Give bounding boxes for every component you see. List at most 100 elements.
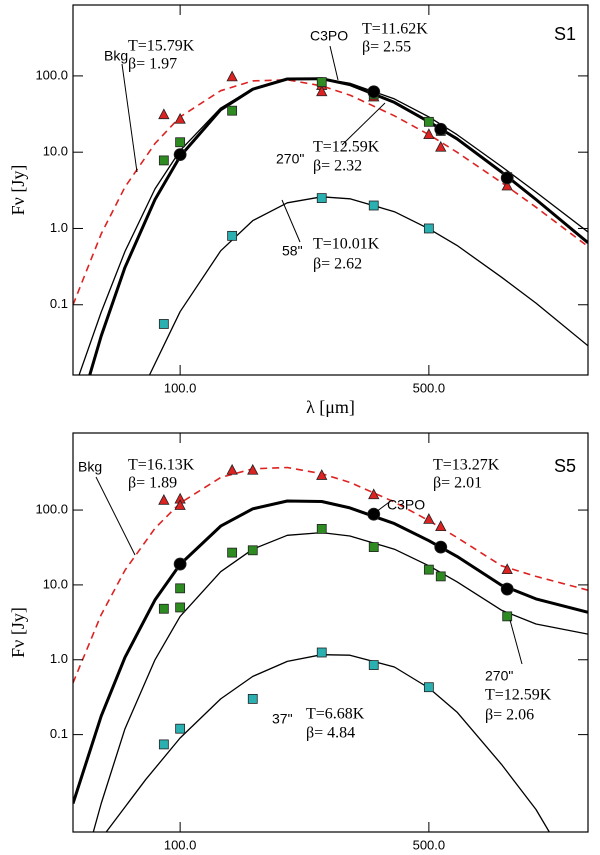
annotation: S5 (554, 456, 576, 476)
sed-curve (73, 499, 588, 804)
y-tick-label: 1.0 (50, 220, 68, 235)
y-tick-label: 100.0 (35, 501, 68, 516)
flux-point (423, 223, 434, 234)
y-tick-label: 10.0 (43, 576, 68, 591)
flux-point (174, 112, 186, 124)
annotation: β= 4.84 (306, 725, 355, 742)
x-axis-label: λ [μm] (306, 397, 355, 417)
flux-point (500, 171, 514, 185)
flux-point (158, 155, 169, 166)
frame (72, 432, 589, 833)
annotation: β= 2.62 (313, 256, 362, 273)
flux-point (247, 693, 258, 704)
leader-line (121, 63, 138, 173)
leader-line (341, 102, 386, 146)
plot-area (73, 70, 588, 375)
flux-point (227, 547, 238, 558)
annotation: β= 2.06 (485, 707, 534, 724)
flux-point (368, 488, 380, 500)
flux-point (247, 545, 258, 556)
flux-point (158, 108, 170, 120)
flux-point (434, 540, 448, 554)
flux-point (435, 520, 447, 532)
flux-point (502, 611, 513, 622)
sed-curve (78, 78, 588, 375)
annotation: β= 2.01 (433, 475, 482, 492)
leader-line (281, 199, 301, 243)
y-tick-label: 100.0 (35, 67, 68, 82)
flux-point (423, 513, 435, 524)
leader-line (375, 499, 393, 513)
flux-point (423, 682, 434, 693)
annotation: T=15.79K (128, 38, 195, 55)
flux-point (368, 660, 379, 670)
flux-point (227, 230, 238, 241)
annotation: T=11.62K (362, 21, 428, 38)
sed-curve (92, 531, 588, 832)
flux-point (226, 70, 238, 82)
y-tick-label: 0.1 (50, 726, 68, 741)
annotation: T=12.59K (485, 687, 552, 704)
flux-point (501, 563, 513, 575)
annotation: T=13.27K (433, 457, 500, 474)
annotation: 58" (282, 243, 303, 259)
flux-point (174, 499, 186, 510)
flux-point (227, 105, 238, 116)
flux-point (158, 493, 170, 505)
flux-point (175, 602, 186, 613)
flux-point (423, 564, 434, 575)
flux-point (316, 524, 327, 534)
flux-point (158, 739, 169, 750)
sed-curve (88, 77, 588, 375)
annotation: 270" (485, 668, 513, 684)
flux-point (501, 179, 513, 191)
flux-point (158, 603, 169, 614)
y-tick-label: 1.0 (50, 651, 68, 666)
flux-point (175, 723, 186, 734)
x-tick-label: 500.0 (413, 837, 446, 852)
flux-point (435, 140, 447, 152)
annotation: 270" (276, 151, 304, 167)
flux-point (158, 319, 169, 329)
flux-point (368, 200, 379, 211)
flux-point (368, 542, 379, 552)
flux-point (423, 128, 435, 140)
flux-point (226, 463, 238, 475)
flux-point (173, 557, 187, 571)
x-tick-label: 100.0 (164, 380, 197, 395)
annotation: T=10.01K (313, 236, 380, 253)
annotation: 37" (272, 711, 293, 727)
flux-point (423, 116, 434, 127)
annotation: β= 1.89 (128, 475, 177, 492)
flux-point (316, 647, 327, 658)
flux-point (175, 583, 186, 594)
leader-line (95, 476, 136, 556)
annotation: β= 1.97 (128, 56, 177, 73)
sed-curve (73, 79, 588, 306)
flux-point (316, 85, 328, 97)
annotation: β= 2.32 (313, 158, 362, 175)
sed-curve (73, 466, 588, 684)
flux-point (316, 193, 327, 204)
annotation: Bkg (104, 48, 128, 64)
plot-area (73, 463, 588, 832)
leader-line (509, 619, 523, 665)
annotation: C3PO (387, 497, 425, 513)
annotation: C3PO (310, 28, 348, 44)
y-tick-label: 10.0 (43, 144, 68, 159)
flux-point (316, 77, 327, 87)
flux-point (434, 122, 448, 136)
flux-point (367, 85, 381, 99)
flux-point (435, 571, 446, 582)
flux-point (175, 137, 186, 148)
y-axis-label: Fν [Jy] (8, 165, 28, 216)
flux-point (173, 148, 187, 161)
flux-point (247, 463, 259, 475)
annotation: T=6.68K (306, 706, 365, 723)
y-tick-label: 0.1 (50, 296, 68, 311)
x-tick-label: 100.0 (164, 837, 197, 852)
flux-point (500, 582, 514, 596)
y-axis-label: Fν [Jy] (8, 607, 28, 658)
annotation: T=16.13K (128, 457, 195, 474)
